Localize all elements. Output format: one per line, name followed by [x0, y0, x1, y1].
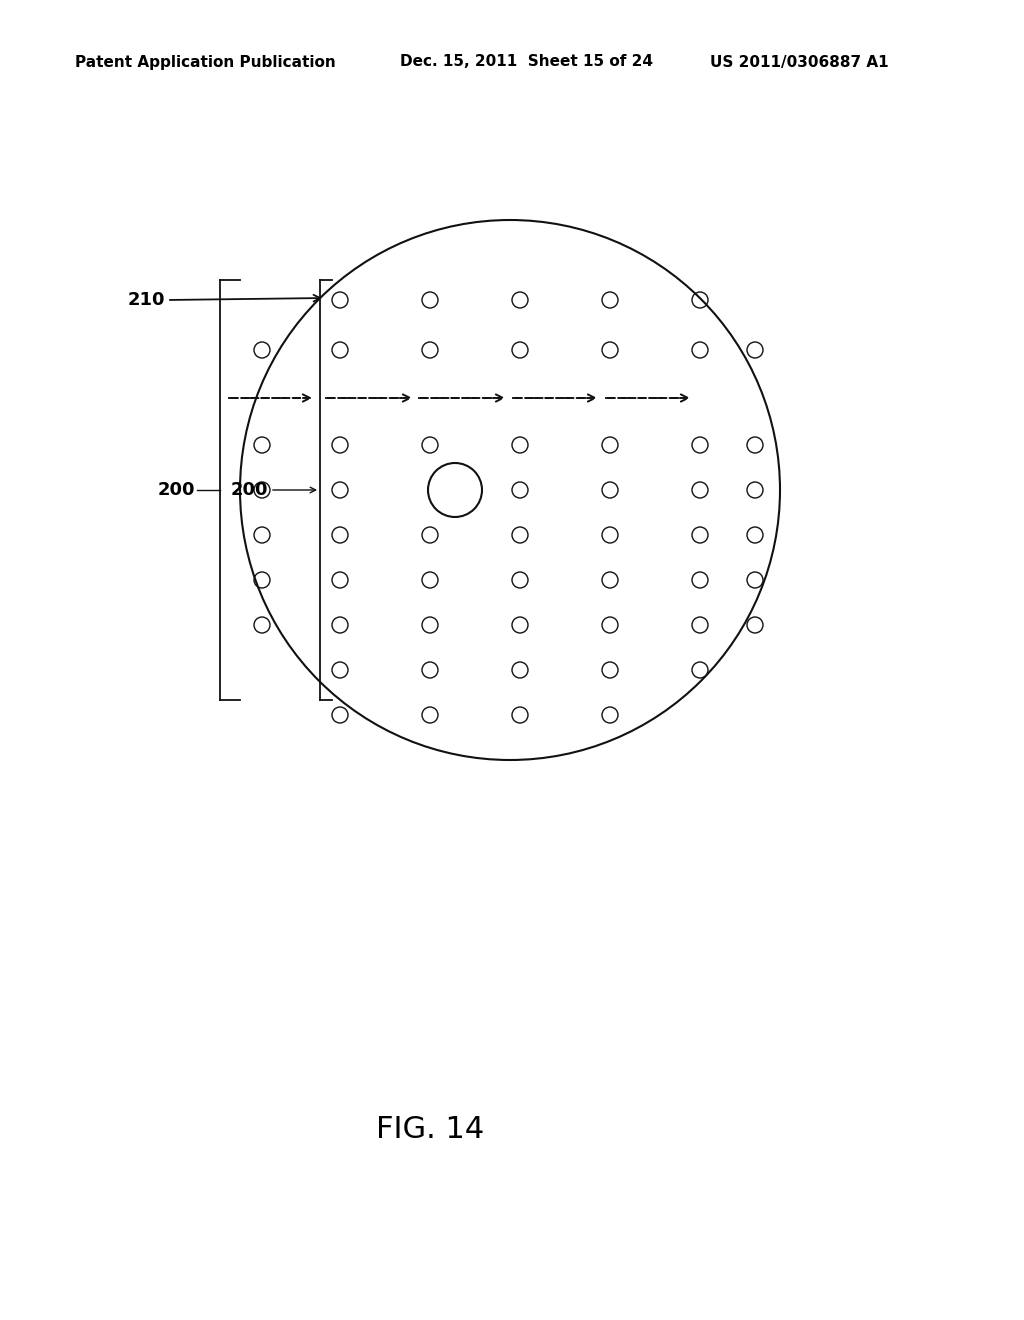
Text: Patent Application Publication: Patent Application Publication [75, 54, 336, 70]
Text: 200: 200 [158, 480, 195, 499]
Text: US 2011/0306887 A1: US 2011/0306887 A1 [710, 54, 889, 70]
Text: Dec. 15, 2011  Sheet 15 of 24: Dec. 15, 2011 Sheet 15 of 24 [400, 54, 653, 70]
Text: 200: 200 [230, 480, 268, 499]
Text: 210: 210 [128, 290, 165, 309]
Text: FIG. 14: FIG. 14 [376, 1115, 484, 1144]
